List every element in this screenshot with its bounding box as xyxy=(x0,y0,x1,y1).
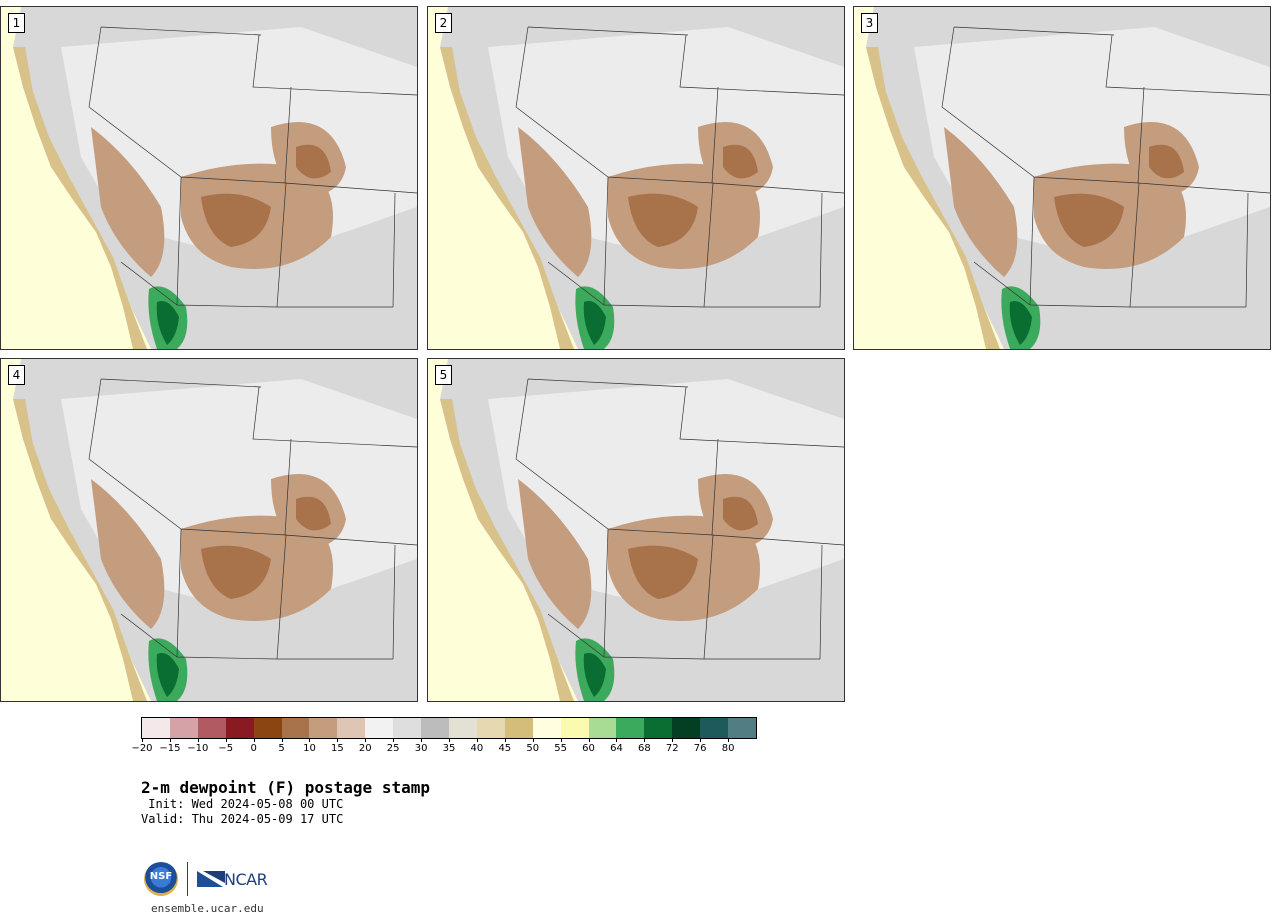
colorbar-swatch xyxy=(616,718,645,738)
panel-number-label: 2 xyxy=(435,13,452,33)
dewpoint-map xyxy=(1,7,417,349)
site-url: ensemble.ucar.edu xyxy=(151,902,264,915)
colorbar-tick xyxy=(309,738,311,742)
init-time: Init: Wed 2024-05-08 00 UTC xyxy=(141,797,344,811)
colorbar-swatch xyxy=(672,718,701,738)
colorbar-tick xyxy=(616,738,618,742)
colorbar-tick-label: 40 xyxy=(470,743,484,754)
nsf-logo-icon xyxy=(144,862,178,896)
colorbar-tick-label: −5 xyxy=(218,743,234,754)
colorbar-swatch xyxy=(253,718,282,738)
colorbar-swatch xyxy=(393,718,422,738)
dewpoint-map xyxy=(854,7,1270,349)
ensemble-member-3-panel: 3 xyxy=(853,6,1271,350)
colorbar-tick xyxy=(449,738,450,742)
colorbar-tick xyxy=(253,738,255,742)
colorbar-swatch xyxy=(504,718,533,738)
dewpoint-map xyxy=(1,359,417,701)
colorbar-tick-label: 5 xyxy=(278,743,285,754)
colorbar-tick xyxy=(560,738,562,742)
colorbar-swatch xyxy=(728,718,756,738)
colorbar-tick xyxy=(197,738,199,742)
colorbar-swatch xyxy=(700,718,729,738)
valid-time: Valid: Thu 2024-05-09 17 UTC xyxy=(141,812,344,826)
colorbar-tick xyxy=(476,738,478,742)
panel-number-label: 4 xyxy=(8,365,25,385)
colorbar-tick-label: 80 xyxy=(721,743,735,754)
ensemble-member-2-panel: 2 xyxy=(427,6,845,350)
colorbar-tick xyxy=(421,738,423,742)
colorbar-tick xyxy=(169,738,171,742)
colorbar-tick xyxy=(644,738,646,742)
colorbar-swatch xyxy=(532,718,561,738)
colorbar-tick xyxy=(393,738,395,742)
colorbar-swatch xyxy=(225,718,254,738)
colorbar-tick-label: 72 xyxy=(665,743,679,754)
colorbar-tick xyxy=(728,738,730,742)
ncar-logo-icon xyxy=(197,871,225,887)
ensemble-member-5-panel: 5 xyxy=(427,358,845,702)
colorbar-tick xyxy=(532,738,534,742)
nsf-logo-text: NSF xyxy=(149,871,173,882)
colorbar-tick xyxy=(588,738,590,742)
colorbar-tick xyxy=(504,738,506,742)
logo-group: NSF NCAR xyxy=(144,860,274,900)
colorbar-tick-label: 64 xyxy=(610,743,623,754)
colorbar-tick xyxy=(672,738,674,742)
panel-number-label: 1 xyxy=(8,13,25,33)
logo-divider xyxy=(187,862,188,896)
colorbar-swatch xyxy=(197,718,226,738)
colorbar-tick-label: 0 xyxy=(250,743,257,754)
colorbar-swatch xyxy=(476,718,505,738)
colorbar-tick-label: 20 xyxy=(358,743,372,754)
colorbar-tick-label: 60 xyxy=(582,743,595,754)
colorbar-swatch xyxy=(337,718,366,738)
colorbar-swatch xyxy=(421,718,449,738)
dewpoint-map xyxy=(428,7,844,349)
colorbar-tick xyxy=(142,738,143,742)
colorbar-tick-label: −15 xyxy=(159,743,181,754)
panel-number-label: 5 xyxy=(435,365,452,385)
ensemble-member-1-panel: 1 xyxy=(0,6,418,350)
colorbar-tick-label: 30 xyxy=(414,743,428,754)
ncar-logo-text: NCAR xyxy=(224,870,268,889)
colorbar-swatch xyxy=(169,718,198,738)
colorbar-tick-label: 10 xyxy=(303,743,316,754)
colorbar-tick-label: −10 xyxy=(187,743,209,754)
colorbar-swatch xyxy=(365,718,394,738)
colorbar-tick-label: 35 xyxy=(442,743,456,754)
ensemble-member-4-panel: 4 xyxy=(0,358,418,702)
colorbar-tick-label: 15 xyxy=(330,743,344,754)
dewpoint-colorbar xyxy=(141,717,757,739)
colorbar-tick-label: 45 xyxy=(498,743,512,754)
colorbar-tick-label: 76 xyxy=(693,743,707,754)
colorbar-swatch xyxy=(644,718,673,738)
colorbar-tick xyxy=(281,738,283,742)
colorbar-tick-label: 55 xyxy=(554,743,567,754)
colorbar-tick-label: 50 xyxy=(526,743,540,754)
colorbar-tick xyxy=(225,738,227,742)
colorbar-tick-label: 25 xyxy=(386,743,400,754)
dewpoint-map xyxy=(428,359,844,701)
colorbar-swatch xyxy=(142,718,170,738)
colorbar-tick-label: −20 xyxy=(131,743,153,754)
colorbar-tick xyxy=(700,738,702,742)
product-title: 2-m dewpoint (F) postage stamp xyxy=(141,778,430,797)
colorbar-swatch xyxy=(281,718,310,738)
colorbar-swatch xyxy=(448,718,477,738)
panel-number-label: 3 xyxy=(861,13,878,33)
colorbar-tick xyxy=(365,738,367,742)
colorbar-swatch xyxy=(588,718,617,738)
colorbar-swatch xyxy=(560,718,589,738)
colorbar-swatch xyxy=(309,718,338,738)
colorbar-tick xyxy=(337,738,339,742)
colorbar-tick-label: 68 xyxy=(637,743,651,754)
